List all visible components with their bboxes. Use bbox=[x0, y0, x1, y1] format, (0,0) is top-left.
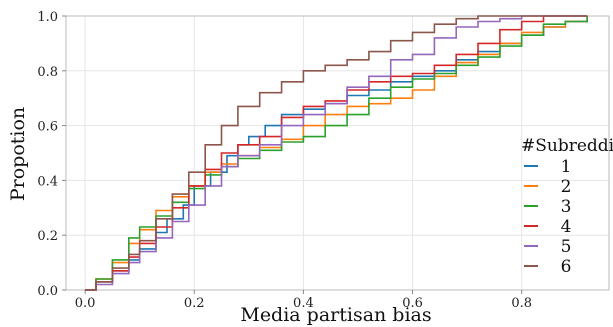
series-6-line bbox=[85, 15, 588, 291]
legend-label-6: 6 bbox=[561, 257, 572, 277]
y-tick-label: 0.4 bbox=[37, 174, 58, 189]
x-tick-label: 0.2 bbox=[184, 296, 205, 311]
series-lines bbox=[85, 15, 588, 291]
x-tick-label: 0.6 bbox=[402, 296, 423, 311]
y-tick-label: 1.0 bbox=[37, 10, 58, 25]
y-tick-label: 0.6 bbox=[37, 120, 58, 135]
y-axis-label: Propotion bbox=[7, 107, 29, 201]
x-tick-label: 0.8 bbox=[511, 296, 532, 311]
series-2-line bbox=[85, 16, 588, 291]
legend-label-1: 1 bbox=[561, 157, 572, 177]
legend-label-4: 4 bbox=[561, 217, 572, 237]
y-axis-ticks: 0.0 0.2 0.4 0.6 0.8 1.0 bbox=[37, 10, 66, 299]
series-5-line bbox=[85, 15, 588, 291]
series-3-line bbox=[85, 16, 588, 291]
x-axis-label: Media partisan bias bbox=[240, 304, 431, 326]
y-tick-label: 0.2 bbox=[37, 229, 58, 244]
legend-label-5: 5 bbox=[561, 237, 572, 257]
plot-frame bbox=[65, 15, 610, 291]
legend-label-2: 2 bbox=[561, 177, 572, 197]
x-tick-label: 0.4 bbox=[293, 296, 314, 311]
x-tick-label: 0.0 bbox=[75, 296, 96, 311]
series-1-line bbox=[85, 16, 588, 291]
series-4-line bbox=[85, 15, 588, 291]
y-tick-label: 0.8 bbox=[37, 65, 58, 80]
y-tick-label: 0.0 bbox=[37, 284, 58, 299]
legend-title: #Subreddit bbox=[521, 136, 613, 156]
legend-label-3: 3 bbox=[561, 197, 572, 217]
